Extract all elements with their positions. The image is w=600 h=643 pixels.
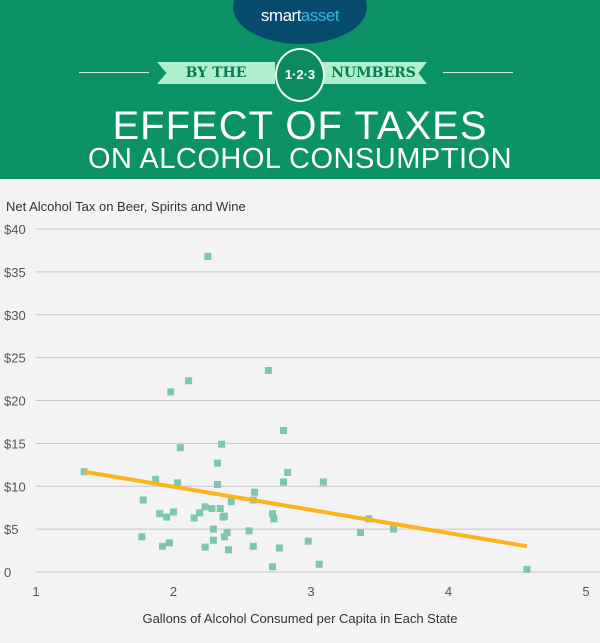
smartasset-logo: smartasset xyxy=(233,6,367,26)
data-point xyxy=(176,444,184,452)
data-point xyxy=(190,514,198,522)
data-point xyxy=(185,377,193,385)
data-point xyxy=(208,505,216,513)
y-tick-label: $5 xyxy=(4,522,18,537)
y-tick-label: $20 xyxy=(4,394,26,409)
x-tick-label: 4 xyxy=(445,584,452,599)
data-point xyxy=(216,505,224,513)
x-tick-label: 1 xyxy=(32,584,39,599)
divider-left xyxy=(79,72,149,73)
data-point xyxy=(227,498,235,506)
data-point xyxy=(165,539,173,547)
data-point xyxy=(201,503,209,511)
data-point xyxy=(245,527,253,535)
data-point xyxy=(139,496,147,504)
divider-right xyxy=(443,72,513,73)
logo-text-asset: asset xyxy=(300,6,340,25)
data-point xyxy=(251,488,259,496)
data-point xyxy=(319,478,327,486)
page-subtitle: ON ALCOHOL CONSUMPTION xyxy=(87,143,513,175)
data-point xyxy=(315,560,323,568)
data-point xyxy=(269,510,276,518)
data-point xyxy=(138,533,146,541)
data-point xyxy=(201,543,209,551)
data-point xyxy=(284,469,292,477)
logo-text-smart: smart xyxy=(260,6,302,25)
page-title: EFFECT OF TAXES xyxy=(112,104,488,148)
data-point xyxy=(218,440,226,448)
data-point xyxy=(159,542,166,550)
y-tick-label: 0 xyxy=(4,565,11,580)
data-point xyxy=(209,525,217,533)
data-point xyxy=(152,475,160,483)
data-point xyxy=(225,546,232,554)
x-axis-label: Gallons of Alcohol Consumed per Capita i… xyxy=(142,611,458,626)
x-tick-label: 3 xyxy=(307,584,314,599)
trend-line xyxy=(83,469,528,549)
numbers-badge: 1·2·3 xyxy=(275,48,325,102)
data-point xyxy=(170,508,177,516)
data-point xyxy=(304,537,312,545)
data-point xyxy=(196,509,204,517)
y-tick-label: $10 xyxy=(4,479,26,494)
data-point xyxy=(523,565,531,573)
data-point xyxy=(163,513,171,521)
x-tick-label: 5 xyxy=(582,584,589,599)
data-point xyxy=(280,427,287,435)
y-tick-label: $40 xyxy=(4,222,26,237)
data-point xyxy=(219,513,227,521)
data-point xyxy=(390,525,397,533)
x-tick-label: 2 xyxy=(170,584,177,599)
data-point xyxy=(357,529,364,537)
header-banner: smartasset BY THE NUMBERS 1·2·3 EFFECT O… xyxy=(0,0,600,179)
ribbon-right: NUMBERS xyxy=(320,62,427,84)
data-point xyxy=(220,533,228,541)
y-tick-label: $15 xyxy=(4,436,26,451)
data-point xyxy=(209,536,217,544)
data-point xyxy=(269,563,276,571)
data-point xyxy=(270,515,278,523)
data-point xyxy=(156,510,164,518)
y-tick-label: $30 xyxy=(4,308,26,323)
y-axis-label: Net Alcohol Tax on Beer, Spirits and Win… xyxy=(6,199,246,214)
data-point xyxy=(214,481,221,489)
ribbon-left: BY THE xyxy=(157,62,275,84)
data-point xyxy=(167,388,175,396)
data-point xyxy=(249,542,257,550)
data-point xyxy=(204,252,212,260)
data-point xyxy=(174,479,182,487)
data-point xyxy=(280,478,287,486)
data-point xyxy=(264,366,272,374)
data-point xyxy=(275,544,283,552)
data-point xyxy=(223,529,231,537)
y-tick-label: $25 xyxy=(4,351,26,366)
y-tick-label: $35 xyxy=(4,265,26,280)
data-point xyxy=(214,459,221,467)
